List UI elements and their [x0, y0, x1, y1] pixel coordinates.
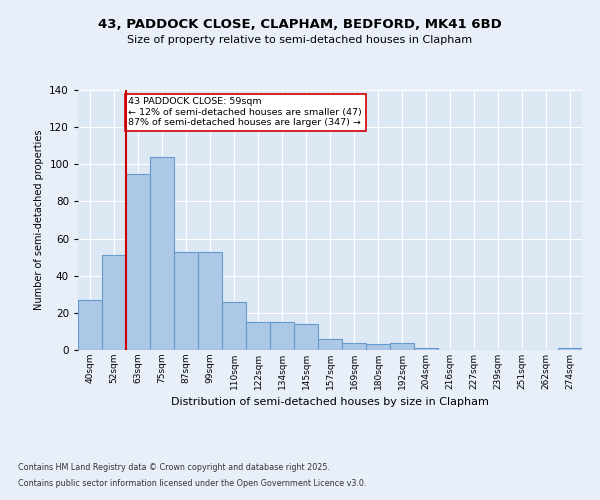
Bar [390, 342, 414, 350]
Bar [150, 157, 174, 350]
Bar [294, 324, 318, 350]
Bar [78, 300, 102, 350]
X-axis label: Distribution of semi-detached houses by size in Clapham: Distribution of semi-detached houses by … [171, 398, 489, 407]
Text: Contains public sector information licensed under the Open Government Licence v3: Contains public sector information licen… [18, 478, 367, 488]
Bar [366, 344, 390, 350]
Text: 43, PADDOCK CLOSE, CLAPHAM, BEDFORD, MK41 6BD: 43, PADDOCK CLOSE, CLAPHAM, BEDFORD, MK4… [98, 18, 502, 30]
Bar [126, 174, 150, 350]
Bar [222, 302, 246, 350]
Text: Contains HM Land Registry data © Crown copyright and database right 2025.: Contains HM Land Registry data © Crown c… [18, 464, 330, 472]
Bar [318, 339, 342, 350]
Bar [174, 252, 198, 350]
Bar [198, 252, 222, 350]
Text: Size of property relative to semi-detached houses in Clapham: Size of property relative to semi-detach… [127, 35, 473, 45]
Text: 43 PADDOCK CLOSE: 59sqm
← 12% of semi-detached houses are smaller (47)
87% of se: 43 PADDOCK CLOSE: 59sqm ← 12% of semi-de… [128, 98, 362, 127]
Bar [246, 322, 270, 350]
Bar [342, 342, 366, 350]
Bar [102, 256, 126, 350]
Bar [414, 348, 438, 350]
Y-axis label: Number of semi-detached properties: Number of semi-detached properties [34, 130, 44, 310]
Bar [270, 322, 294, 350]
Bar [558, 348, 582, 350]
